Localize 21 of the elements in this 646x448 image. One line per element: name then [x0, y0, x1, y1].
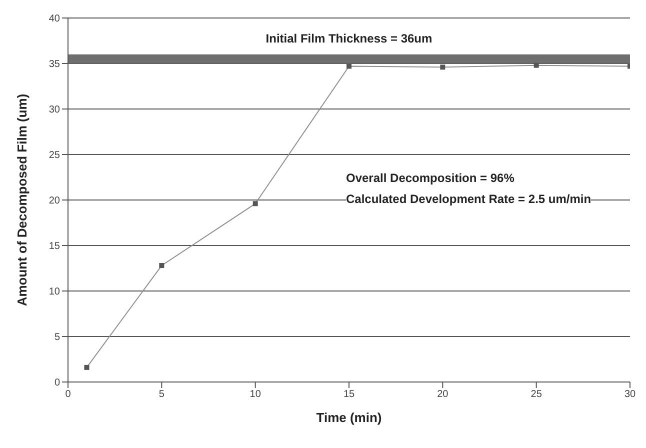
y-tick-label: 25 [48, 150, 60, 162]
y-tick-label: 40 [48, 14, 60, 25]
y-tick-label: 5 [54, 332, 60, 344]
y-tick-label: 30 [48, 104, 60, 116]
y-tick-label: 35 [48, 59, 60, 70]
y-tick-label: 15 [48, 241, 60, 252]
annotation: Calculated Development Rate = 2.5 um/min [346, 191, 592, 208]
y-tick-label: 10 [48, 286, 60, 298]
annotation: Overall Decomposition = 96% [346, 170, 516, 187]
y-tick-label: 0 [54, 378, 60, 389]
y-tick-label: 20 [48, 196, 60, 207]
x-tick-label: 25 [530, 389, 542, 400]
x-axis-title: Time (min) [316, 410, 382, 425]
x-tick-label: 10 [250, 389, 262, 400]
x-tick-label: 15 [343, 389, 355, 400]
y-axis-title: Amount of Decomposed Film (um) [14, 94, 30, 306]
x-tick-label: 0 [65, 389, 72, 400]
x-tick-label: 30 [624, 389, 636, 400]
band-label: Initial Film Thickness = 36um [266, 31, 432, 46]
x-tick-label: 20 [437, 389, 449, 400]
x-tick-label: 5 [158, 389, 165, 400]
